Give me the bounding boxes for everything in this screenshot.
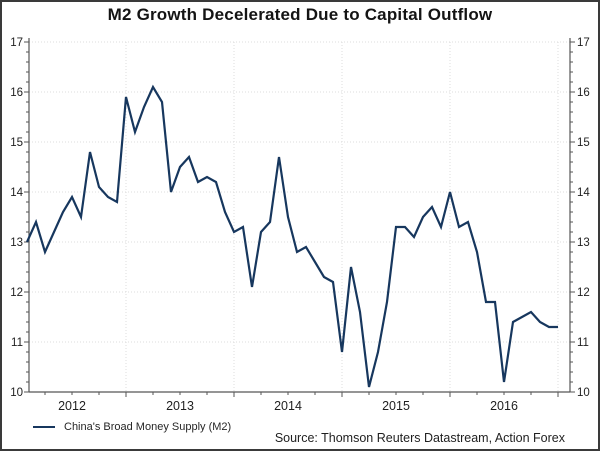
y-axis-label-right: 13 [577, 237, 590, 249]
legend-label: China's Broad Money Supply (M2) [64, 421, 232, 433]
source-note: Source: Thomson Reuters Datastream, Acti… [274, 431, 565, 445]
x-axis-year-label: 2016 [490, 399, 518, 413]
y-axis-label-right: 15 [577, 137, 590, 149]
y-axis-label-left: 11 [11, 337, 23, 349]
y-axis-label-right: 12 [577, 287, 590, 299]
y-axis-label-left: 14 [10, 187, 23, 199]
y-axis-label-right: 14 [577, 187, 590, 199]
x-axis-year-label: 2015 [382, 399, 410, 413]
chart-title: M2 Growth Decelerated Due to Capital Out… [107, 5, 493, 24]
y-axis-label-left: 17 [10, 37, 23, 49]
y-axis-label-left: 10 [10, 387, 23, 399]
y-axis-label-left: 16 [10, 87, 23, 99]
y-axis-label-right: 10 [577, 387, 590, 399]
y-axis-label-right: 16 [577, 87, 590, 99]
y-axis-label-right: 17 [577, 37, 590, 49]
x-axis-year-label: 2012 [58, 399, 86, 413]
y-axis-label-right: 11 [577, 337, 589, 349]
x-axis-year-label: 2013 [166, 399, 194, 413]
y-axis-label-left: 12 [10, 287, 23, 299]
x-axis-year-label: 2014 [274, 399, 302, 413]
y-axis-label-left: 13 [10, 237, 23, 249]
y-axis-label-left: 15 [10, 137, 23, 149]
legend: China's Broad Money Supply (M2) [33, 421, 231, 433]
legend-line-swatch [33, 426, 55, 428]
m2-series-line [25, 84, 558, 388]
